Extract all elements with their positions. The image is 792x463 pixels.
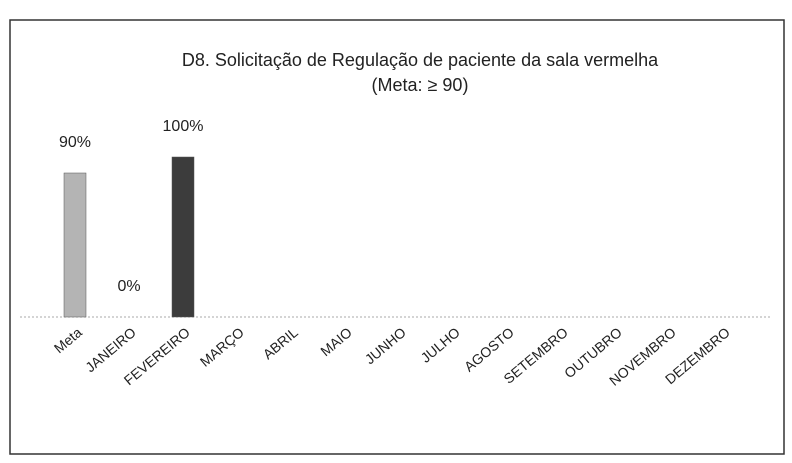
x-tick-label: ABRIL [260,324,301,362]
chart-subtitle: (Meta: ≥ 90) [372,75,469,95]
bar [63,172,87,318]
chart-border [9,19,785,455]
chart-title: D8. Solicitação de Regulação de paciente… [182,50,659,70]
x-tick-label: MARÇO [197,324,247,370]
data-label: 0% [117,278,140,295]
x-tick-label: Meta [51,324,85,356]
x-tick-label: JUNHO [362,324,409,367]
data-label: 100% [163,118,204,135]
x-tick-label: JULHO [417,324,463,366]
data-label: 90% [59,134,91,151]
bar [171,156,195,318]
x-tick-label: MAIO [317,324,355,359]
